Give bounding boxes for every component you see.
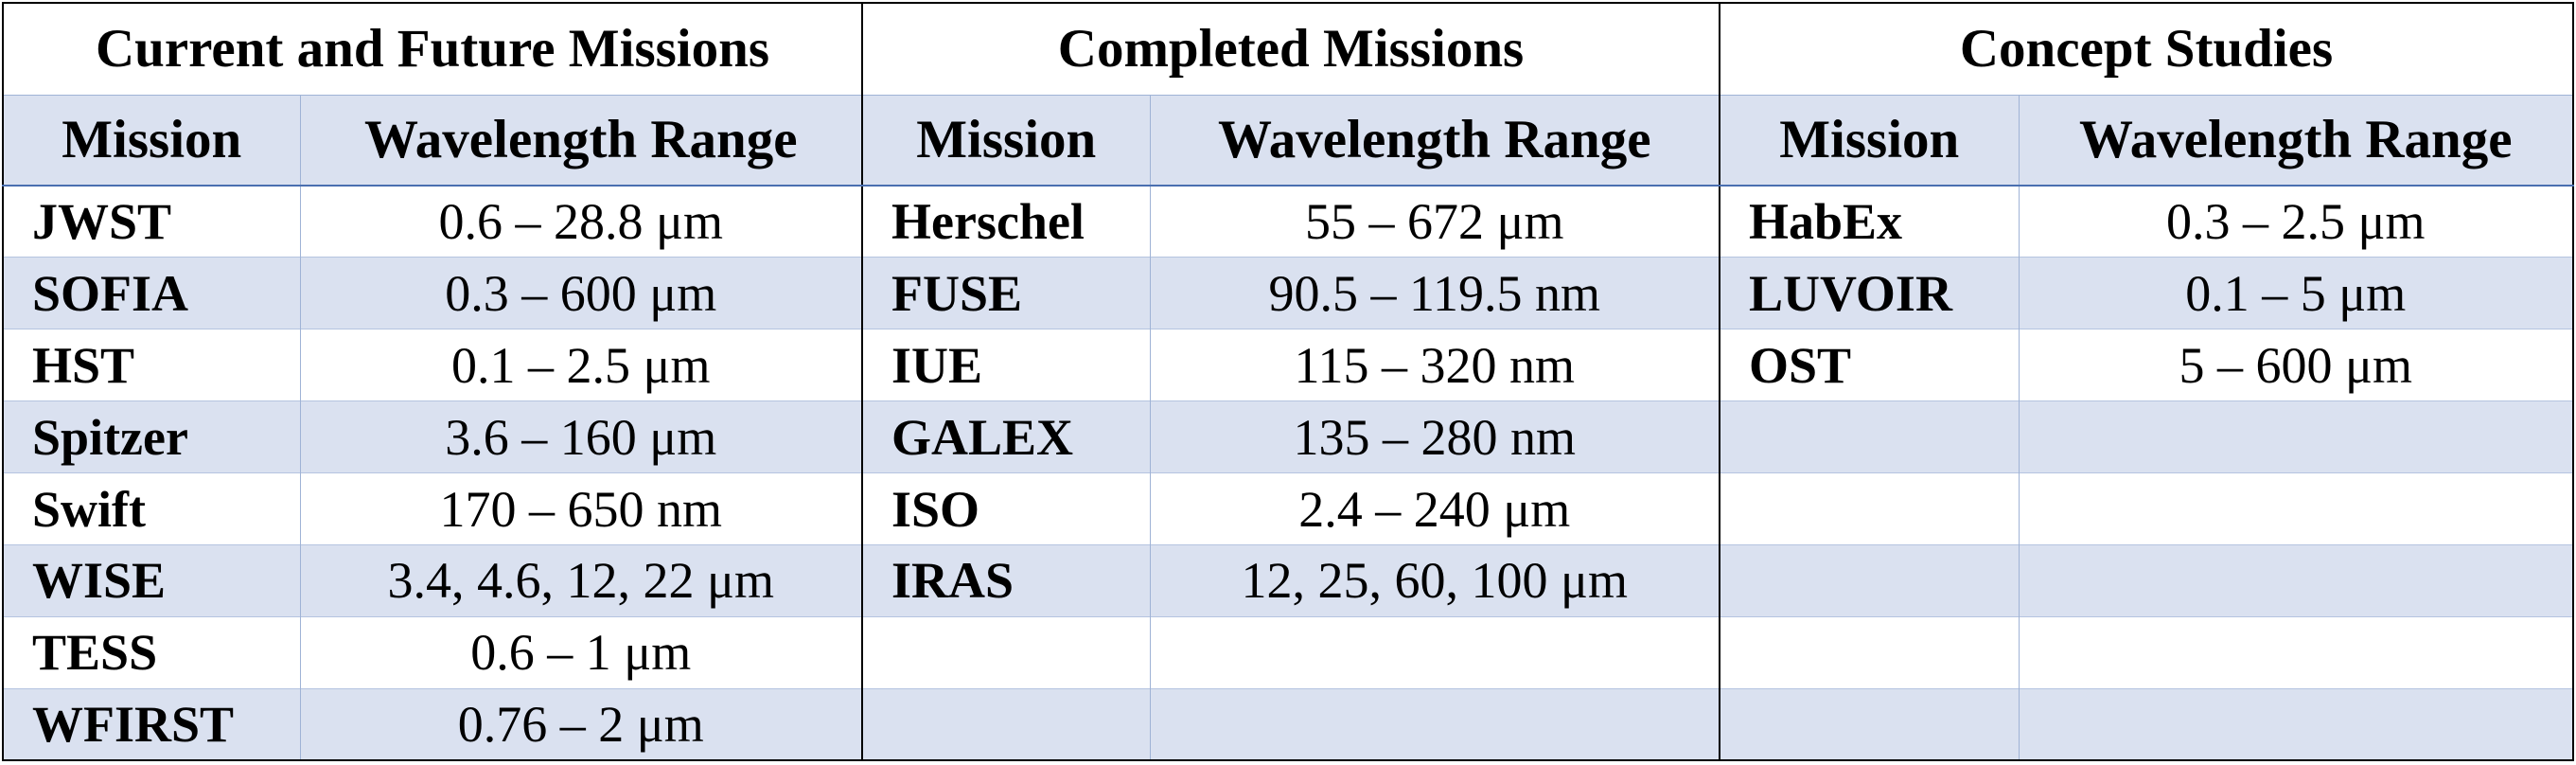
wavelength-range-cell (2018, 543, 2575, 617)
wavelength-range-cell: 0.6 – 1 μm (299, 615, 863, 689)
table-row: WFIRST 0.76 – 2 μm (2, 687, 2575, 762)
mission-name-cell: Herschel (861, 185, 1151, 258)
group-title-current: Current and Future Missions (2, 2, 863, 96)
table-row: WISE 3.4, 4.6, 12, 22 μm IRAS 12, 25, 60, 1… (2, 543, 2575, 617)
mission-name-cell: Spitzer (2, 400, 301, 473)
wavelength-range-cell: 0.3 – 2.5 μm (2018, 185, 2575, 258)
wavelength-range-cell: 3.6 – 160 μm (299, 400, 863, 473)
wavelength-range-cell: 0.1 – 5 μm (2018, 257, 2575, 329)
group-title-concept: Concept Studies (1718, 2, 2575, 96)
mission-name-cell: WISE (2, 543, 301, 617)
wavelength-range-cell: 170 – 650 nm (299, 472, 863, 545)
wavelength-range-cell (2018, 687, 2575, 762)
table-row: Swift 170 – 650 nm ISO 2.4 – 240 μm (2, 472, 2575, 545)
wavelength-range-cell: 90.5 – 119.5 nm (1149, 257, 1720, 329)
wavelength-range-cell (2018, 400, 2575, 473)
mission-name-cell: SOFIA (2, 257, 301, 329)
mission-name-cell (1719, 400, 2020, 473)
mission-name-cell: IUE (861, 329, 1151, 401)
mission-name-cell: TESS (2, 615, 301, 689)
table-row: JWST 0.6 – 28.8 μm Herschel 55 – 672 μm HabE… (2, 185, 2575, 258)
mission-name-cell: HabEx (1719, 185, 2020, 258)
wavelength-range-cell (1149, 615, 1720, 689)
table-row: TESS 0.6 – 1 μm (2, 615, 2575, 689)
mission-name-cell: LUVOIR (1719, 257, 2020, 329)
table-row: HST 0.1 – 2.5 μm IUE 115 – 320 nm OST 5 – 600… (2, 329, 2575, 401)
wavelength-range-cell: 2.4 – 240 μm (1149, 472, 1720, 545)
table-row: SOFIA 0.3 – 600 μm FUSE 90.5 – 119.5 nm LUVO… (2, 257, 2575, 329)
group-header-row: Current and Future Missions Completed Mi… (2, 2, 2575, 96)
wavelength-range-cell: 135 – 280 nm (1149, 400, 1720, 473)
mission-name-cell (1719, 472, 2020, 545)
wavelength-range-cell: 12, 25, 60, 100 μm (1149, 543, 1720, 617)
mission-name-cell: Swift (2, 472, 301, 545)
mission-name-cell: WFIRST (2, 687, 301, 762)
mission-name-cell: JWST (2, 185, 301, 258)
group-title-completed: Completed Missions (861, 2, 1720, 96)
column-header-mission: Mission (861, 95, 1151, 187)
mission-name-cell: ISO (861, 472, 1151, 545)
wavelength-range-cell: 0.1 – 2.5 μm (299, 329, 863, 401)
wavelength-range-cell: 115 – 320 nm (1149, 329, 1720, 401)
column-header-wavelength: Wavelength Range (1149, 95, 1720, 187)
mission-name-cell: HST (2, 329, 301, 401)
wavelength-range-cell (2018, 615, 2575, 689)
wavelength-range-cell: 55 – 672 μm (1149, 185, 1720, 258)
column-header-mission: Mission (1719, 95, 2020, 187)
column-header-mission: Mission (2, 95, 301, 187)
column-header-wavelength: Wavelength Range (2018, 95, 2575, 187)
column-header-row: Mission Wavelength Range Mission Wavelen… (2, 95, 2575, 187)
mission-name-cell (1719, 615, 2020, 689)
mission-name-cell (1719, 687, 2020, 762)
table-body: JWST 0.6 – 28.8 μm Herschel 55 – 672 μm HabE… (2, 185, 2575, 762)
mission-name-cell: FUSE (861, 257, 1151, 329)
mission-name-cell: IRAS (861, 543, 1151, 617)
mission-name-cell: GALEX (861, 400, 1151, 473)
wavelength-range-cell (2018, 472, 2575, 545)
wavelength-range-cell: 0.76 – 2 μm (299, 687, 863, 762)
mission-name-cell (861, 615, 1151, 689)
wavelength-range-cell: 5 – 600 μm (2018, 329, 2575, 401)
wavelength-range-cell: 0.6 – 28.8 μm (299, 185, 863, 258)
table-row: Spitzer 3.6 – 160 μm GALEX 135 – 280 nm (2, 400, 2575, 473)
column-header-wavelength: Wavelength Range (299, 95, 863, 187)
mission-name-cell: OST (1719, 329, 2020, 401)
wavelength-range-cell: 3.4, 4.6, 12, 22 μm (299, 543, 863, 617)
wavelength-range-cell: 0.3 – 600 μm (299, 257, 863, 329)
mission-name-cell (1719, 543, 2020, 617)
wavelength-range-cell (1149, 687, 1720, 762)
mission-name-cell (861, 687, 1151, 762)
